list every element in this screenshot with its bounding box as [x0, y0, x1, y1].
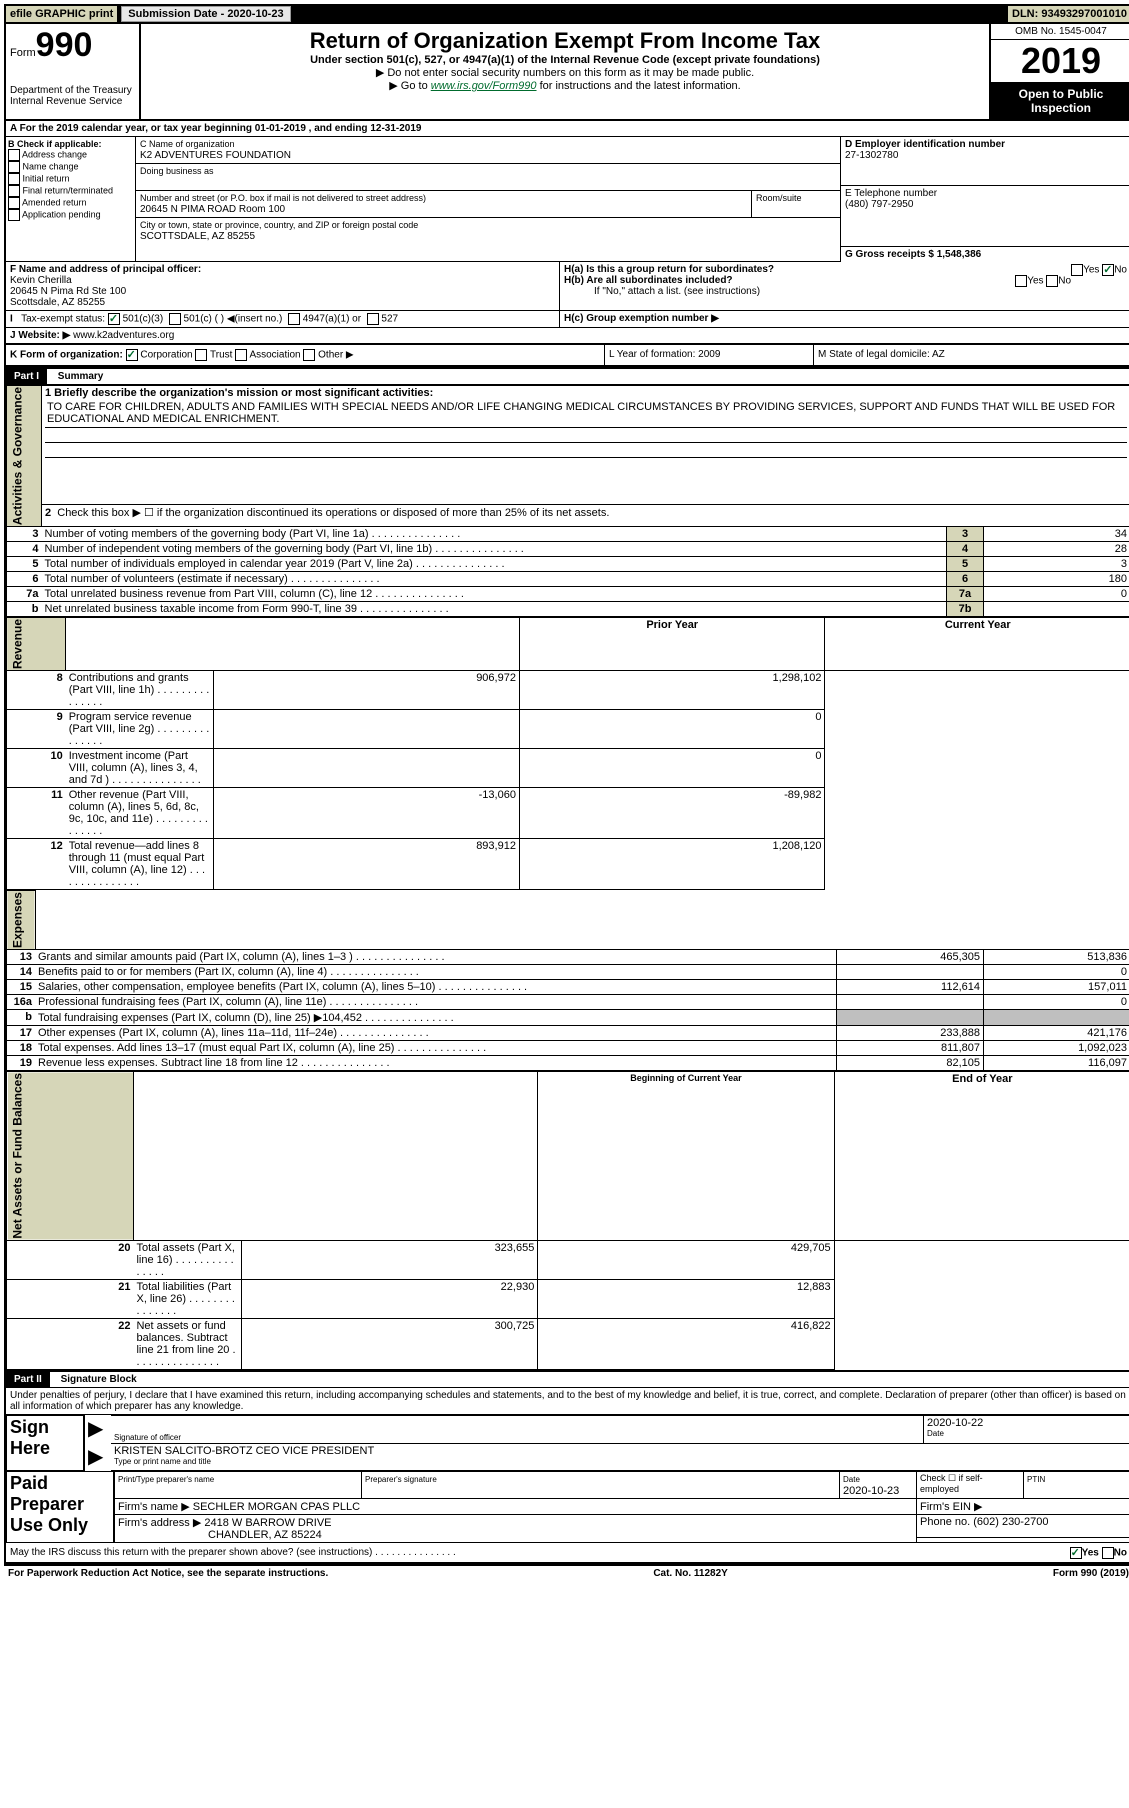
- checkbox-4947[interactable]: [288, 313, 300, 325]
- footer: For Paperwork Reduction Act Notice, see …: [4, 1566, 1129, 1581]
- section-klm: K Form of organization: Corporation Trus…: [6, 345, 1129, 367]
- state-domicile: M State of legal domicile: AZ: [814, 345, 1129, 365]
- perjury-text: Under penalties of perjury, I declare th…: [6, 1388, 1129, 1415]
- mission-text: TO CARE FOR CHILDREN, ADULTS AND FAMILIE…: [45, 399, 1127, 428]
- dept-text: Department of the Treasury Internal Reve…: [10, 85, 135, 107]
- org-name: K2 ADVENTURES FOUNDATION: [140, 150, 291, 161]
- revenue-table: Revenue Prior Year Current Year 8Contrib…: [6, 617, 1129, 890]
- gross-receipts: G Gross receipts $ 1,548,386: [845, 249, 981, 260]
- form-id-box: Form 990 Department of the Treasury Inte…: [6, 24, 141, 119]
- section-de: D Employer identification number 27-1302…: [840, 137, 1129, 262]
- tax-year: 2019: [991, 40, 1129, 83]
- dln-label: DLN: 93493297001010: [1008, 6, 1129, 22]
- header-bar: efile GRAPHIC print Submission Date - 20…: [4, 4, 1129, 24]
- officer-name: Kevin Cherilla: [10, 275, 72, 286]
- part2-header: Part II Signature Block: [6, 1370, 1129, 1388]
- summary-table: Activities & Governance 1 Briefly descri…: [6, 385, 1129, 617]
- submission-date[interactable]: Submission Date - 2020-10-23: [121, 6, 290, 22]
- phone: (480) 797-2950: [845, 199, 913, 210]
- section-ij: I Tax-exempt status: 501(c)(3) 501(c) ( …: [6, 311, 1129, 328]
- org-city: SCOTTSDALE, AZ 85255: [140, 231, 255, 242]
- section-a: A For the 2019 calendar year, or tax yea…: [6, 121, 1129, 137]
- checkbox-ha-no[interactable]: [1102, 264, 1114, 276]
- note1: ▶ Do not enter social security numbers o…: [145, 66, 985, 79]
- checkbox-hb-yes[interactable]: [1015, 275, 1027, 287]
- paid-preparer-table: Paid Preparer Use Only Print/Type prepar…: [6, 1471, 1129, 1543]
- section-fh: F Name and address of principal officer:…: [6, 262, 1129, 311]
- netassets-table: Net Assets or Fund Balances Beginning of…: [6, 1071, 1129, 1370]
- checkbox-amended[interactable]: [8, 197, 20, 209]
- form-word: Form: [10, 47, 36, 59]
- checkbox-501c[interactable]: [169, 313, 181, 325]
- irs-link[interactable]: www.irs.gov/Form990: [431, 80, 537, 92]
- checkbox-pending[interactable]: [8, 209, 20, 221]
- vert-netassets: Net Assets or Fund Balances: [7, 1072, 134, 1241]
- checkbox-501c3[interactable]: [108, 313, 120, 325]
- checkbox-hb-no[interactable]: [1046, 275, 1058, 287]
- vert-revenue: Revenue: [7, 618, 66, 671]
- checkbox-discuss-no[interactable]: [1102, 1547, 1114, 1559]
- website-value: www.k2adventures.org: [73, 330, 174, 341]
- checkbox-assoc[interactable]: [235, 349, 247, 361]
- main-title: Return of Organization Exempt From Incom…: [145, 28, 985, 54]
- form-container: Form 990 Department of the Treasury Inte…: [4, 24, 1129, 1566]
- section-b: B Check if applicable: Address change Na…: [6, 137, 136, 262]
- note2: ▶ Go to www.irs.gov/Form990 for instruct…: [145, 79, 985, 92]
- vert-expenses: Expenses: [7, 891, 36, 950]
- ein: 27-1302780: [845, 150, 898, 161]
- checkbox-name-change[interactable]: [8, 161, 20, 173]
- vert-activities: Activities & Governance: [7, 386, 42, 527]
- omb-number: OMB No. 1545-0047: [991, 24, 1129, 40]
- checkbox-discuss-yes[interactable]: [1070, 1547, 1082, 1559]
- org-address: 20645 N PIMA ROAD Room 100: [140, 204, 285, 215]
- part1-header: Part I Summary: [6, 367, 1129, 385]
- subtitle: Under section 501(c), 527, or 4947(a)(1)…: [145, 54, 985, 66]
- section-bcd: B Check if applicable: Address change Na…: [6, 137, 1129, 262]
- checkbox-initial-return[interactable]: [8, 173, 20, 185]
- inspection-badge: Open to Public Inspection: [991, 83, 1129, 119]
- sign-here-table: Sign Here ▶ Signature of officer 2020-10…: [6, 1415, 1129, 1471]
- firm-name: SECHLER MORGAN CPAS PLLC: [193, 1501, 360, 1513]
- year-box-container: OMB No. 1545-0047 2019 Open to Public In…: [989, 24, 1129, 119]
- efile-label: efile GRAPHIC print: [6, 6, 117, 22]
- checkbox-trust[interactable]: [195, 349, 207, 361]
- checkbox-address-change[interactable]: [8, 149, 20, 161]
- checkbox-other[interactable]: [303, 349, 315, 361]
- checkbox-ha-yes[interactable]: [1071, 264, 1083, 276]
- checkbox-final-return[interactable]: [8, 185, 20, 197]
- section-c: C Name of organization K2 ADVENTURES FOU…: [136, 137, 840, 262]
- expenses-table: Expenses 13Grants and similar amounts pa…: [6, 890, 1129, 1071]
- year-formation: L Year of formation: 2009: [605, 345, 814, 365]
- officer-signature-name: KRISTEN SALCITO-BROTZ CEO VICE PRESIDENT: [114, 1445, 1127, 1457]
- title-box: Return of Organization Exempt From Incom…: [141, 24, 989, 119]
- discuss-row: May the IRS discuss this return with the…: [6, 1543, 1129, 1564]
- checkbox-527[interactable]: [367, 313, 379, 325]
- form-number: 990: [36, 26, 93, 65]
- section-j: J Website: ▶ www.k2adventures.org: [6, 328, 1129, 345]
- top-row: Form 990 Department of the Treasury Inte…: [6, 24, 1129, 121]
- checkbox-corp[interactable]: [126, 349, 138, 361]
